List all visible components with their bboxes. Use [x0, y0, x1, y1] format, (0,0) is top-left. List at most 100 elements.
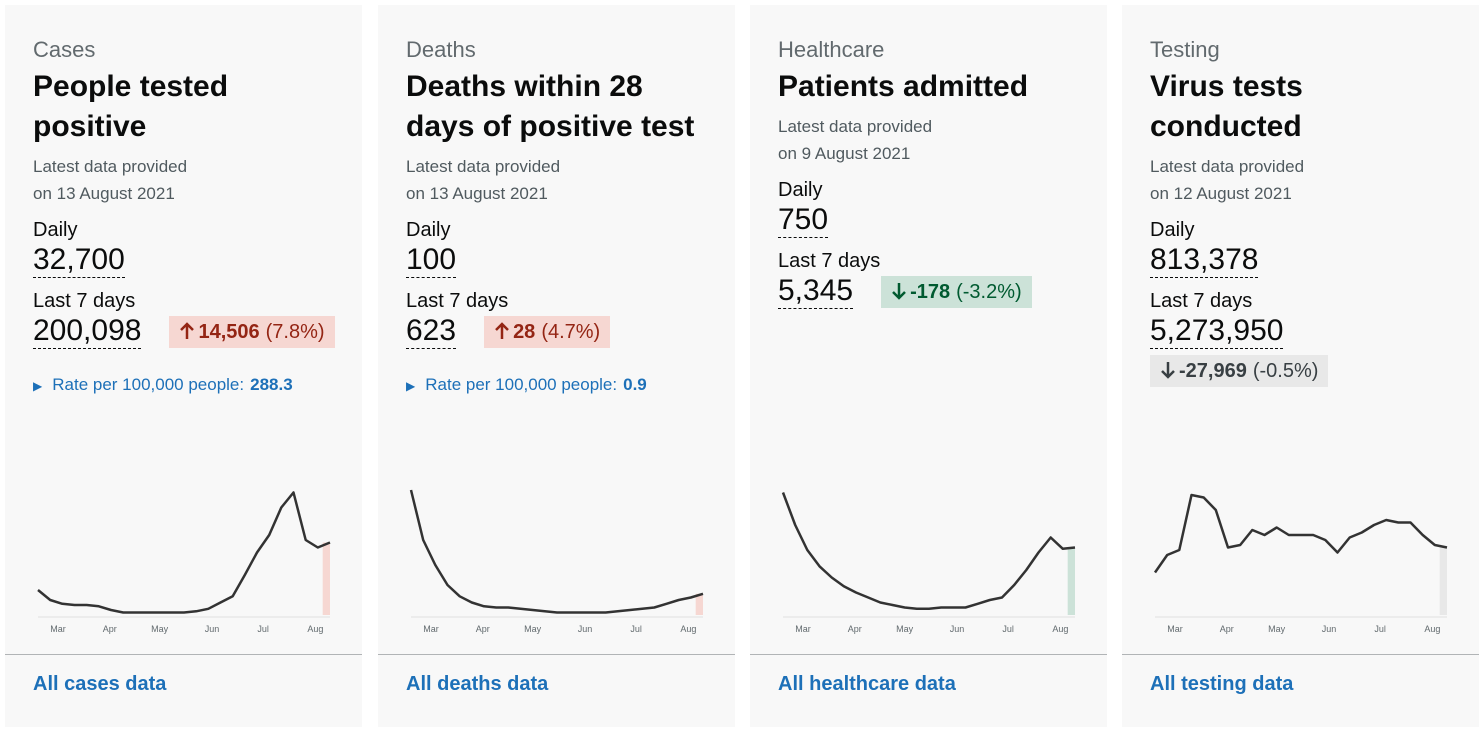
daily-label: Daily — [406, 219, 451, 241]
week-value: 5,273,950 — [1150, 314, 1284, 349]
rate-value: 288.3 — [250, 375, 293, 394]
card: Deaths Deaths within 28 days of positive … — [378, 5, 735, 727]
last-7-days-highlight — [1067, 547, 1075, 615]
x-tick-label: Mar — [1167, 624, 1183, 634]
trend-line — [37, 491, 331, 614]
week-label: Last 7 days — [1150, 290, 1253, 312]
change-badge: -27,969 (-0.5%) — [1150, 355, 1329, 387]
week-label: Last 7 days — [778, 250, 881, 272]
sparkline: Mar Apr May Jun Jul Aug — [37, 491, 331, 634]
x-tick-label: Apr — [476, 624, 490, 634]
card: Testing Virus tests conducted Latest data … — [1122, 5, 1479, 727]
x-tick-label: May — [151, 624, 169, 634]
category: Healthcare — [778, 37, 885, 62]
updated-date: on 9 August 2021 — [778, 144, 911, 163]
separator — [1122, 654, 1479, 655]
arrow-icon — [1161, 362, 1175, 379]
x-tick-label: Jul — [630, 624, 642, 634]
change-badge: 14,506 (7.8%) — [169, 315, 335, 348]
x-tick-label: Mar — [423, 624, 439, 634]
card-title: People tested positive — [33, 70, 229, 143]
rate-label: Rate per 100,000 people: — [52, 375, 245, 394]
updated-line: Latest data provided — [778, 117, 933, 136]
rate: ▶ Rate per 100,000 people: 0.9 — [406, 375, 707, 395]
x-tick-label: Apr — [1220, 624, 1234, 634]
updated-date: on 13 August 2021 — [33, 184, 175, 203]
change-percent: (4.7%) — [541, 320, 601, 343]
trend-line — [1153, 493, 1448, 574]
x-tick-label: Aug — [1052, 624, 1068, 634]
week-row: 5,273,950 -27,969 (-0.5%) — [1150, 314, 1460, 387]
updated-line: Latest data provided — [406, 157, 561, 176]
x-tick-label: Jun — [950, 624, 965, 634]
updated-date: on 13 August 2021 — [406, 184, 548, 203]
separator — [750, 654, 1107, 655]
category: Cases — [33, 37, 96, 62]
daily-label: Daily — [778, 179, 823, 201]
x-tick-label: May — [1268, 624, 1286, 634]
arrow — [892, 282, 906, 300]
daily-value: 750 — [778, 203, 829, 238]
card-title: Deaths within 28 days of positive test — [406, 70, 695, 143]
data-link[interactable]: All healthcare data — [778, 673, 956, 695]
week-value: 623 — [406, 314, 457, 349]
updated-line: Latest data provided — [1150, 157, 1305, 176]
expand-icon[interactable]: ▶ — [33, 379, 43, 393]
card-title: Patients admitted — [778, 70, 1029, 103]
x-tick-label: May — [524, 624, 542, 634]
x-tick-label: Mar — [795, 624, 811, 634]
separator — [378, 654, 735, 655]
change-badge: -178 (-3.2%) — [881, 275, 1032, 308]
last-7-days-highlight — [322, 542, 330, 615]
data-link[interactable]: All deaths data — [406, 673, 549, 695]
expand-icon[interactable]: ▶ — [406, 379, 416, 393]
change-value: -27,969 — [1179, 360, 1247, 382]
week-label: Last 7 days — [33, 290, 136, 312]
category: Testing — [1150, 37, 1220, 62]
change-value: -178 — [910, 280, 951, 303]
daily-value: 32,700 — [33, 243, 125, 278]
arrow — [495, 321, 509, 339]
week-value: 200,098 — [33, 314, 142, 349]
week-row: 200,098 14,506 (7.8%) — [33, 314, 343, 349]
updated: Latest data provided on 13 August 2021 — [406, 153, 707, 207]
daily-value: 813,378 — [1150, 243, 1259, 278]
change-percent: (-3.2%) — [956, 280, 1022, 303]
data-link[interactable]: All cases data — [33, 673, 167, 695]
x-tick-label: Aug — [680, 624, 696, 634]
daily-value: 100 — [406, 243, 457, 278]
separator — [5, 654, 362, 655]
x-tick-label: Apr — [103, 624, 117, 634]
rate-value: 0.9 — [623, 375, 647, 394]
change-percent: (7.8%) — [265, 320, 325, 343]
last-7-days-highlight — [1439, 547, 1447, 615]
x-tick-label: Mar — [50, 624, 66, 634]
updated-date: on 12 August 2021 — [1150, 184, 1292, 203]
arrow-icon — [892, 282, 906, 300]
arrow-icon — [180, 321, 195, 339]
card: Cases People tested positive Latest data p… — [5, 5, 362, 727]
daily-label: Daily — [1150, 219, 1195, 241]
daily-label: Daily — [33, 219, 78, 241]
data-link[interactable]: All testing data — [1150, 673, 1294, 695]
x-tick-label: Jul — [1002, 624, 1014, 634]
x-tick-label: Jul — [257, 624, 269, 634]
arrow — [1161, 362, 1175, 379]
change-percent: (-0.5%) — [1252, 360, 1319, 382]
updated-line: Latest data provided — [33, 157, 188, 176]
week-value: 5,345 — [778, 274, 854, 309]
change-badge: 28 (4.7%) — [484, 315, 611, 348]
x-tick-label: Jun — [205, 624, 220, 634]
week-row: 5,345 -178 (-3.2%) — [778, 274, 1088, 309]
x-tick-label: Aug — [307, 624, 323, 634]
x-tick-label: Jul — [1374, 624, 1386, 634]
x-tick-label: Jun — [578, 624, 593, 634]
card-title: Virus tests conducted — [1150, 70, 1303, 143]
rate-label: Rate per 100,000 people: — [425, 375, 618, 394]
x-tick-label: May — [896, 624, 914, 634]
category: Deaths — [406, 37, 476, 62]
arrow-icon — [495, 321, 509, 339]
updated: Latest data provided on 9 August 2021 — [778, 113, 1079, 167]
week-label: Last 7 days — [406, 290, 509, 312]
